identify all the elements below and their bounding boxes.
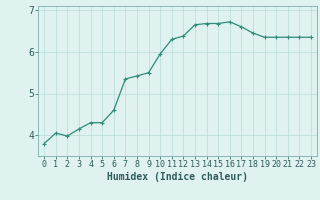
X-axis label: Humidex (Indice chaleur): Humidex (Indice chaleur) bbox=[107, 172, 248, 182]
